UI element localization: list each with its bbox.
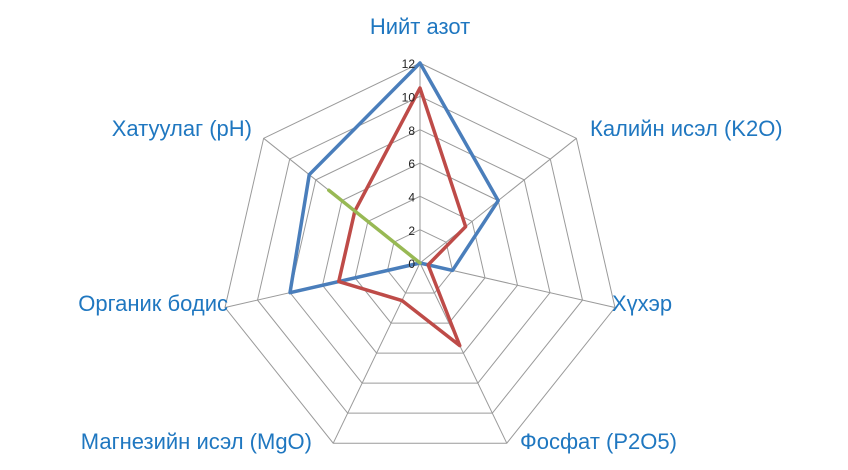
category-label: Нийт азот <box>370 14 470 39</box>
axis-spoke <box>419 262 508 444</box>
tick-label: 12 <box>402 57 416 71</box>
tick-label: 8 <box>408 124 415 138</box>
tick-label: 0 <box>408 257 415 271</box>
category-label: Органик бодис <box>78 291 228 316</box>
category-label: Хүхэр <box>612 291 672 316</box>
category-label: Калийн исэл (K2O) <box>590 116 783 141</box>
grid-ring <box>321 162 519 354</box>
tick-label: 4 <box>408 191 415 205</box>
category-label: Фосфат (P2O5) <box>520 429 677 454</box>
category-label: Магнезийн исэл (MgO) <box>81 429 312 454</box>
grid-ring <box>224 62 616 444</box>
tick-label: 6 <box>408 157 415 171</box>
grid-ring <box>354 195 486 324</box>
series-line <box>337 86 468 348</box>
grid-ring <box>289 129 551 384</box>
category-label: Хатуулаг (pH) <box>112 116 252 141</box>
axis-spoke <box>332 262 421 444</box>
tick-label: 10 <box>402 91 416 105</box>
tick-label: 2 <box>408 224 415 238</box>
grid-ring <box>256 95 584 414</box>
series-line <box>327 188 422 265</box>
series-line <box>288 61 500 295</box>
